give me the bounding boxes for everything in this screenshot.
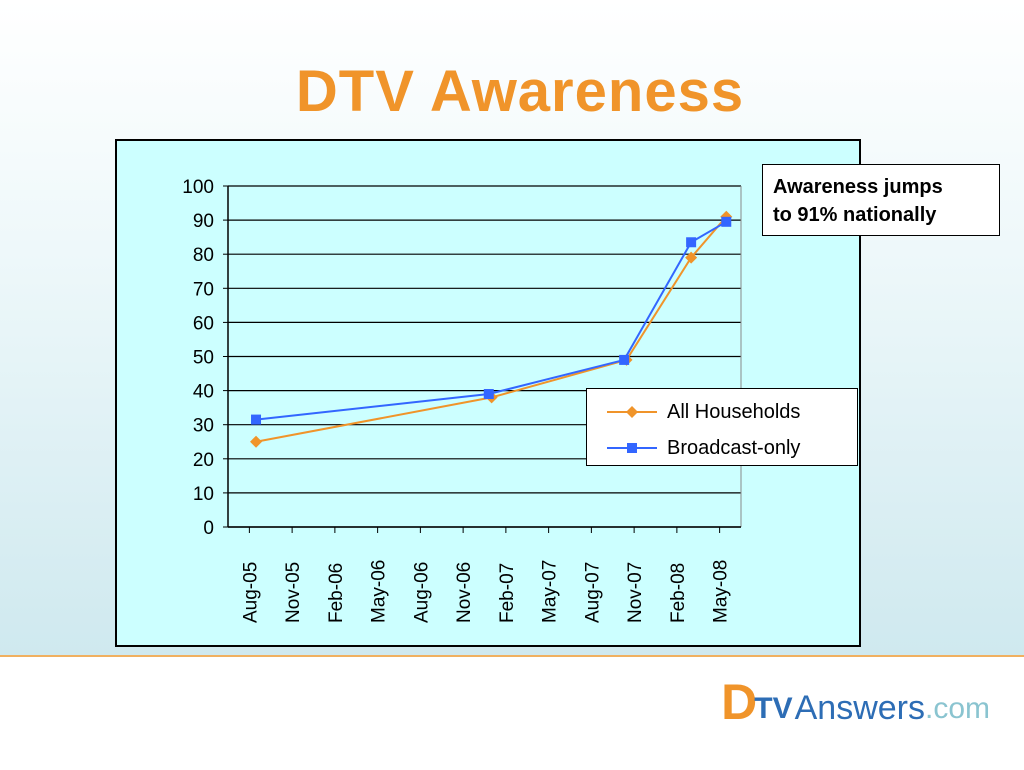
- x-tick-label: Feb-08: [668, 563, 689, 623]
- y-tick-label: 20: [193, 450, 214, 471]
- data-point-broadcast-only: [721, 216, 732, 227]
- y-tick-label: 90: [193, 211, 214, 232]
- x-tick-label: May-07: [540, 560, 561, 623]
- x-tick-label: Feb-06: [326, 563, 347, 623]
- data-point-broadcast-only: [251, 414, 262, 425]
- chart-legend: All Households Broadcast-only: [586, 388, 858, 466]
- y-tick-label: 60: [193, 313, 214, 334]
- dtvanswers-logo: D TV Answers .com: [721, 677, 990, 727]
- footer-band: D TV Answers .com: [0, 655, 1024, 770]
- data-point-all-households: [685, 251, 698, 264]
- y-tick-label: 50: [193, 348, 214, 369]
- x-tick-label: Aug-07: [582, 562, 603, 623]
- logo-d: D: [721, 674, 758, 730]
- x-tick-label: Feb-07: [497, 563, 518, 623]
- legend-label-broadcast-only: Broadcast-only: [667, 436, 801, 459]
- legend-swatch-diamond-icon: [607, 406, 657, 418]
- y-tick-label: 70: [193, 279, 214, 300]
- x-tick-label: May-08: [711, 560, 732, 623]
- legend-item-all-households: All Households: [607, 397, 800, 427]
- y-tick-label: 30: [193, 416, 214, 437]
- y-tick-label: 10: [193, 484, 214, 505]
- logo-answers: Answers: [794, 689, 925, 727]
- legend-label-all-households: All Households: [667, 400, 801, 423]
- y-tick-label: 40: [193, 382, 214, 403]
- logo-tv: TV: [754, 692, 793, 725]
- x-tick-label: Aug-06: [411, 562, 432, 623]
- logo-com: .com: [924, 692, 990, 725]
- data-point-broadcast-only: [619, 354, 630, 365]
- y-tick-label: 0: [203, 518, 214, 539]
- callout-line-2: to 91% nationally: [773, 204, 937, 226]
- x-tick-label: Aug-05: [240, 562, 261, 623]
- y-tick-label: 100: [182, 177, 214, 198]
- x-tick-label: Nov-07: [625, 562, 646, 623]
- data-point-all-households: [250, 435, 263, 448]
- data-point-broadcast-only: [686, 237, 697, 248]
- annotation-callout: Awareness jumps to 91% nationally: [762, 164, 1000, 236]
- legend-swatch-square-icon: [607, 443, 657, 453]
- legend-item-broadcast-only: Broadcast-only: [607, 433, 800, 463]
- data-point-broadcast-only: [483, 389, 494, 400]
- x-tick-label: Nov-06: [454, 562, 475, 623]
- callout-line-1: Awareness jumps: [773, 176, 943, 198]
- x-tick-label: Nov-05: [283, 562, 304, 623]
- slide-title: DTV Awareness: [295, 59, 745, 124]
- y-tick-label: 80: [193, 245, 214, 266]
- x-tick-label: May-06: [369, 560, 390, 623]
